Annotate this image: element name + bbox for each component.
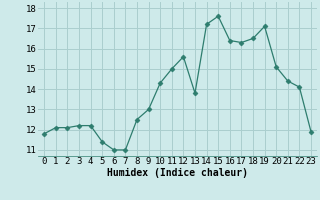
X-axis label: Humidex (Indice chaleur): Humidex (Indice chaleur) xyxy=(107,168,248,178)
